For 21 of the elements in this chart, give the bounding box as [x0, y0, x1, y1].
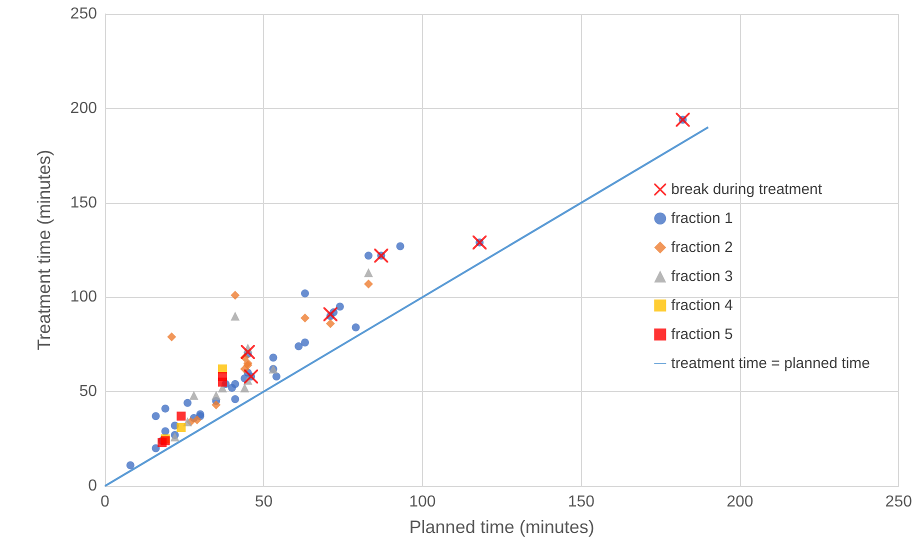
y-tick-label: 50	[79, 383, 98, 400]
legend-label: fraction 1	[671, 210, 733, 227]
x-tick-label: 250	[885, 494, 912, 510]
x-axis-title: Planned time (minutes)	[409, 517, 594, 537]
x-tick-label: 50	[254, 494, 273, 510]
y-tick-label: 0	[88, 478, 98, 494]
x-tick-label: 150	[568, 494, 595, 510]
legend-label: treatment time = planned time	[671, 355, 870, 372]
legend-label: fraction 5	[671, 326, 733, 343]
legend-label: fraction 2	[671, 239, 733, 256]
y-tick-label: 250	[70, 6, 98, 22]
x-tick-label: 200	[726, 494, 754, 510]
x-tick-label: 0	[100, 494, 110, 510]
y-axis-title: Treatment time (minutes)	[34, 150, 54, 350]
y-tick-label: 200	[70, 100, 98, 117]
x-tick-label: 100	[409, 494, 436, 510]
legend-label: break during treatment	[671, 181, 823, 198]
legend-label: fraction 4	[671, 297, 733, 314]
y-tick-label: 150	[70, 194, 98, 212]
legend-label: fraction 3	[671, 268, 733, 285]
y-tick-label: 100	[70, 288, 98, 306]
